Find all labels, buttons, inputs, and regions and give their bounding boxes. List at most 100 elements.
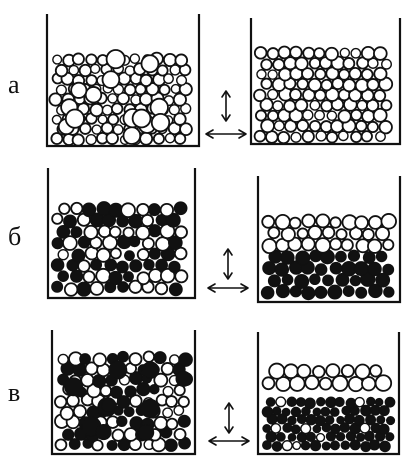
particle-black <box>76 281 92 297</box>
particle-black <box>335 431 346 442</box>
particle-white <box>159 202 174 218</box>
particle-white <box>105 131 119 145</box>
particle-white <box>85 74 98 87</box>
particle-black <box>95 423 112 441</box>
particle-black <box>68 438 81 450</box>
particle-white <box>165 395 178 408</box>
arrow-up-icon <box>224 402 234 410</box>
particle-white <box>373 66 388 81</box>
particle-black <box>353 261 369 277</box>
particle-white <box>112 124 124 136</box>
particle-white <box>101 104 113 116</box>
particle-white <box>172 92 187 107</box>
container-a-right <box>249 18 402 146</box>
particle-white <box>101 70 121 89</box>
particle-black <box>164 438 178 452</box>
row-label-b: б <box>8 222 22 251</box>
particle-black <box>70 226 83 239</box>
particle-black <box>316 397 326 407</box>
particle-white <box>381 58 392 70</box>
particle-white <box>260 77 273 90</box>
particle-black <box>362 251 376 264</box>
particle-white <box>273 120 285 132</box>
particle-black <box>321 441 331 451</box>
particle-white <box>289 45 303 60</box>
particle-white <box>82 270 96 284</box>
particle-white <box>270 422 282 434</box>
particle-white <box>63 282 79 297</box>
particle-white <box>51 212 64 225</box>
particle-black <box>378 405 390 417</box>
particle-white <box>304 374 320 391</box>
particle-white <box>110 102 124 115</box>
particle-white <box>354 396 365 408</box>
particle-white <box>300 423 312 435</box>
particle-white <box>72 404 87 419</box>
particle-black <box>57 270 69 282</box>
particle-black <box>168 260 181 274</box>
particle-white <box>380 213 397 230</box>
particle-black <box>312 407 322 417</box>
particle-white <box>173 405 185 416</box>
particle-white <box>58 202 71 215</box>
particle-white <box>267 88 279 101</box>
arrow-up-icon <box>221 90 231 98</box>
particle-white <box>301 67 315 81</box>
particle-white <box>325 131 339 144</box>
particle-white <box>277 130 291 145</box>
particle-black <box>336 415 345 425</box>
particle-white <box>366 78 380 92</box>
particle-white <box>57 353 69 365</box>
particle-white <box>335 228 348 241</box>
particle-white <box>329 237 343 251</box>
particle-white <box>253 46 268 60</box>
particle-black <box>366 396 376 407</box>
particle-white <box>55 84 67 96</box>
particle-black <box>149 383 160 395</box>
particle-white <box>136 202 150 217</box>
particle-white <box>309 99 321 111</box>
particle-black <box>295 250 311 266</box>
arrow-down-icon <box>221 114 231 122</box>
particle-black <box>51 280 64 293</box>
particle-black <box>304 397 316 410</box>
particle-white <box>308 119 322 133</box>
particle-white <box>255 109 268 122</box>
particle-white <box>168 104 180 116</box>
particle-black <box>128 235 141 248</box>
particle-white <box>107 113 120 126</box>
particle-black <box>382 263 395 276</box>
particle-white <box>267 69 278 80</box>
particle-white <box>89 63 101 74</box>
particle-white <box>162 407 174 419</box>
particle-white <box>274 213 291 231</box>
particle-black <box>364 430 375 442</box>
particle-black <box>287 432 297 442</box>
particle-white <box>174 269 189 284</box>
particle-white <box>180 103 192 115</box>
particle-white <box>174 53 189 68</box>
particle-white <box>116 91 130 106</box>
particle-white <box>320 78 333 92</box>
particle-black <box>136 381 151 397</box>
particle-black <box>71 248 86 263</box>
particle-black <box>335 250 347 263</box>
particle-white <box>168 354 180 366</box>
particle-white <box>158 83 171 96</box>
particle-black <box>124 250 135 262</box>
particle-white <box>142 350 156 363</box>
arrow-down-icon <box>223 272 233 280</box>
particle-white <box>350 47 362 59</box>
particle-white <box>70 81 88 99</box>
particle-white <box>331 374 349 392</box>
particle-black <box>108 270 123 286</box>
particle-white <box>253 88 267 103</box>
particle-white <box>288 216 302 230</box>
particle-black <box>385 432 395 442</box>
particle-white <box>109 247 122 260</box>
particle-white <box>170 83 181 94</box>
particle-white <box>354 363 371 380</box>
particle-black <box>314 263 328 276</box>
particle-white <box>136 248 150 262</box>
particle-white <box>296 119 310 133</box>
